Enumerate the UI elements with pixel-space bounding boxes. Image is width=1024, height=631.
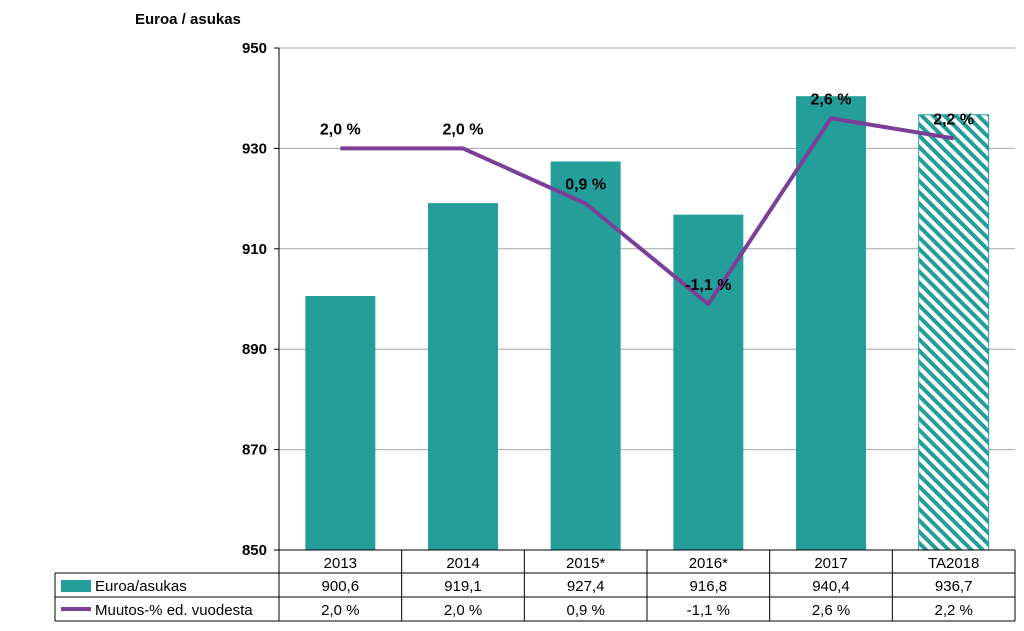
category-label: 2014 (446, 555, 479, 572)
category-label: TA2018 (928, 555, 979, 572)
bar (428, 203, 498, 551)
bar-series (305, 96, 990, 551)
y-tick-label: 910 (242, 241, 267, 258)
y-tick-label: 950 (242, 40, 267, 57)
gridlines (279, 47, 1015, 551)
y-tick-label: 870 (242, 442, 267, 459)
bar-value-cell: 936,7 (935, 578, 973, 595)
line-value-cell: 2,6 % (812, 602, 850, 619)
category-label: 2017 (814, 555, 847, 572)
line-value-cell: 2,0 % (444, 602, 482, 619)
legend-key-bar (61, 580, 91, 592)
chart-title: Euroa / asukas (135, 11, 241, 28)
data-label: 2,2 % (933, 111, 974, 128)
line-value-cell: 2,2 % (934, 602, 972, 619)
data-label: 2,0 % (443, 121, 484, 138)
bar-value-cell: 916,8 (690, 578, 728, 595)
bar-value-cell: 927,4 (567, 578, 605, 595)
bar-value-cell: 900,6 (322, 578, 360, 595)
category-label: 2016* (689, 555, 728, 572)
line-value-cell: -1,1 % (687, 602, 730, 619)
data-label: 0,9 % (565, 177, 606, 194)
y-tick-label: 890 (242, 341, 267, 358)
data-label: 2,0 % (320, 121, 361, 138)
bar (796, 96, 866, 550)
data-table: 2013 900,6 2,0 % 2014 919,1 2,0 % 2015* 927,4 0,… (54, 549, 1016, 622)
line-series: 2,0 % 2,0 % 0,9 % -1,1 % 2,6 % 2,2 % (320, 91, 974, 307)
y-tick-label: 930 (242, 140, 267, 157)
line-value-cell: 2,0 % (321, 602, 359, 619)
bar-value-cell: 940,4 (812, 578, 850, 595)
line-value-cell: 0,9 % (566, 602, 604, 619)
category-label: 2013 (324, 555, 357, 572)
category-label: 2015* (566, 555, 605, 572)
line-path (340, 116, 954, 307)
legend-label: Muutos-% ed. vuodesta (95, 602, 253, 619)
y-tick-label: 850 (242, 542, 267, 559)
legend-label: Euroa/asukas (95, 578, 187, 595)
bar-value-cell: 919,1 (444, 578, 482, 595)
data-label: 2,6 % (811, 91, 852, 108)
bar (305, 295, 376, 550)
data-label: -1,1 % (685, 277, 731, 294)
bar (550, 161, 621, 550)
bar (918, 114, 990, 551)
y-axis: 850 870 890 910 930 950 (242, 40, 280, 559)
